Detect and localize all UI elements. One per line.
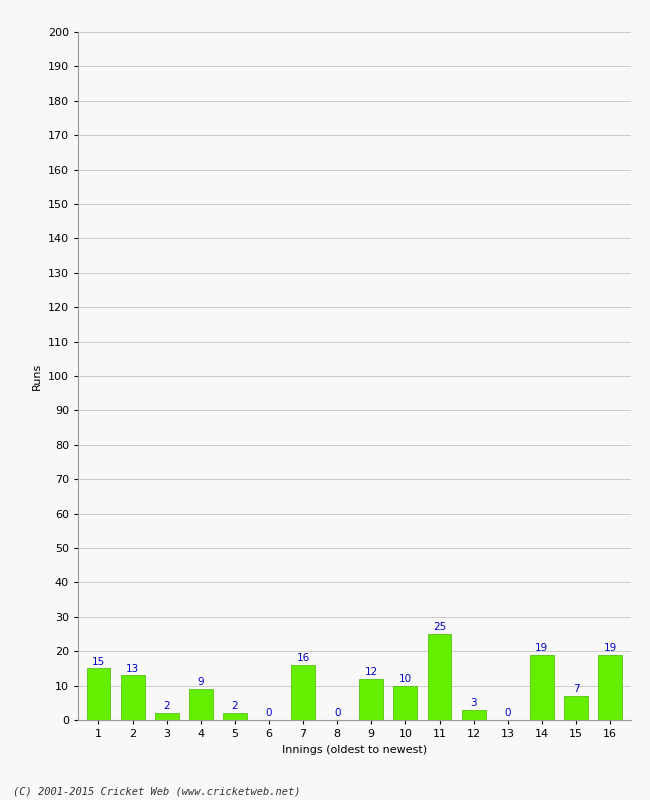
- Bar: [189, 689, 213, 720]
- Text: 13: 13: [126, 663, 139, 674]
- Bar: [530, 654, 554, 720]
- Text: 25: 25: [433, 622, 446, 632]
- Bar: [393, 686, 417, 720]
- Bar: [155, 713, 179, 720]
- Bar: [359, 678, 384, 720]
- Text: 2: 2: [163, 702, 170, 711]
- Bar: [598, 654, 622, 720]
- Text: 15: 15: [92, 657, 105, 666]
- Bar: [462, 710, 486, 720]
- Text: 12: 12: [365, 667, 378, 677]
- Bar: [291, 665, 315, 720]
- Text: 7: 7: [573, 684, 579, 694]
- Bar: [121, 675, 144, 720]
- Bar: [428, 634, 452, 720]
- Text: 10: 10: [399, 674, 412, 684]
- Bar: [86, 669, 110, 720]
- Text: 16: 16: [296, 654, 309, 663]
- Text: 0: 0: [334, 708, 341, 718]
- Text: 2: 2: [231, 702, 238, 711]
- Text: 0: 0: [266, 708, 272, 718]
- Text: 19: 19: [535, 643, 549, 653]
- Bar: [564, 696, 588, 720]
- Bar: [223, 713, 247, 720]
- Text: 19: 19: [603, 643, 617, 653]
- Text: (C) 2001-2015 Cricket Web (www.cricketweb.net): (C) 2001-2015 Cricket Web (www.cricketwe…: [13, 786, 300, 796]
- Text: 9: 9: [198, 678, 204, 687]
- X-axis label: Innings (oldest to newest): Innings (oldest to newest): [281, 745, 427, 754]
- Text: 0: 0: [504, 708, 511, 718]
- Text: 3: 3: [471, 698, 477, 708]
- Y-axis label: Runs: Runs: [32, 362, 42, 390]
